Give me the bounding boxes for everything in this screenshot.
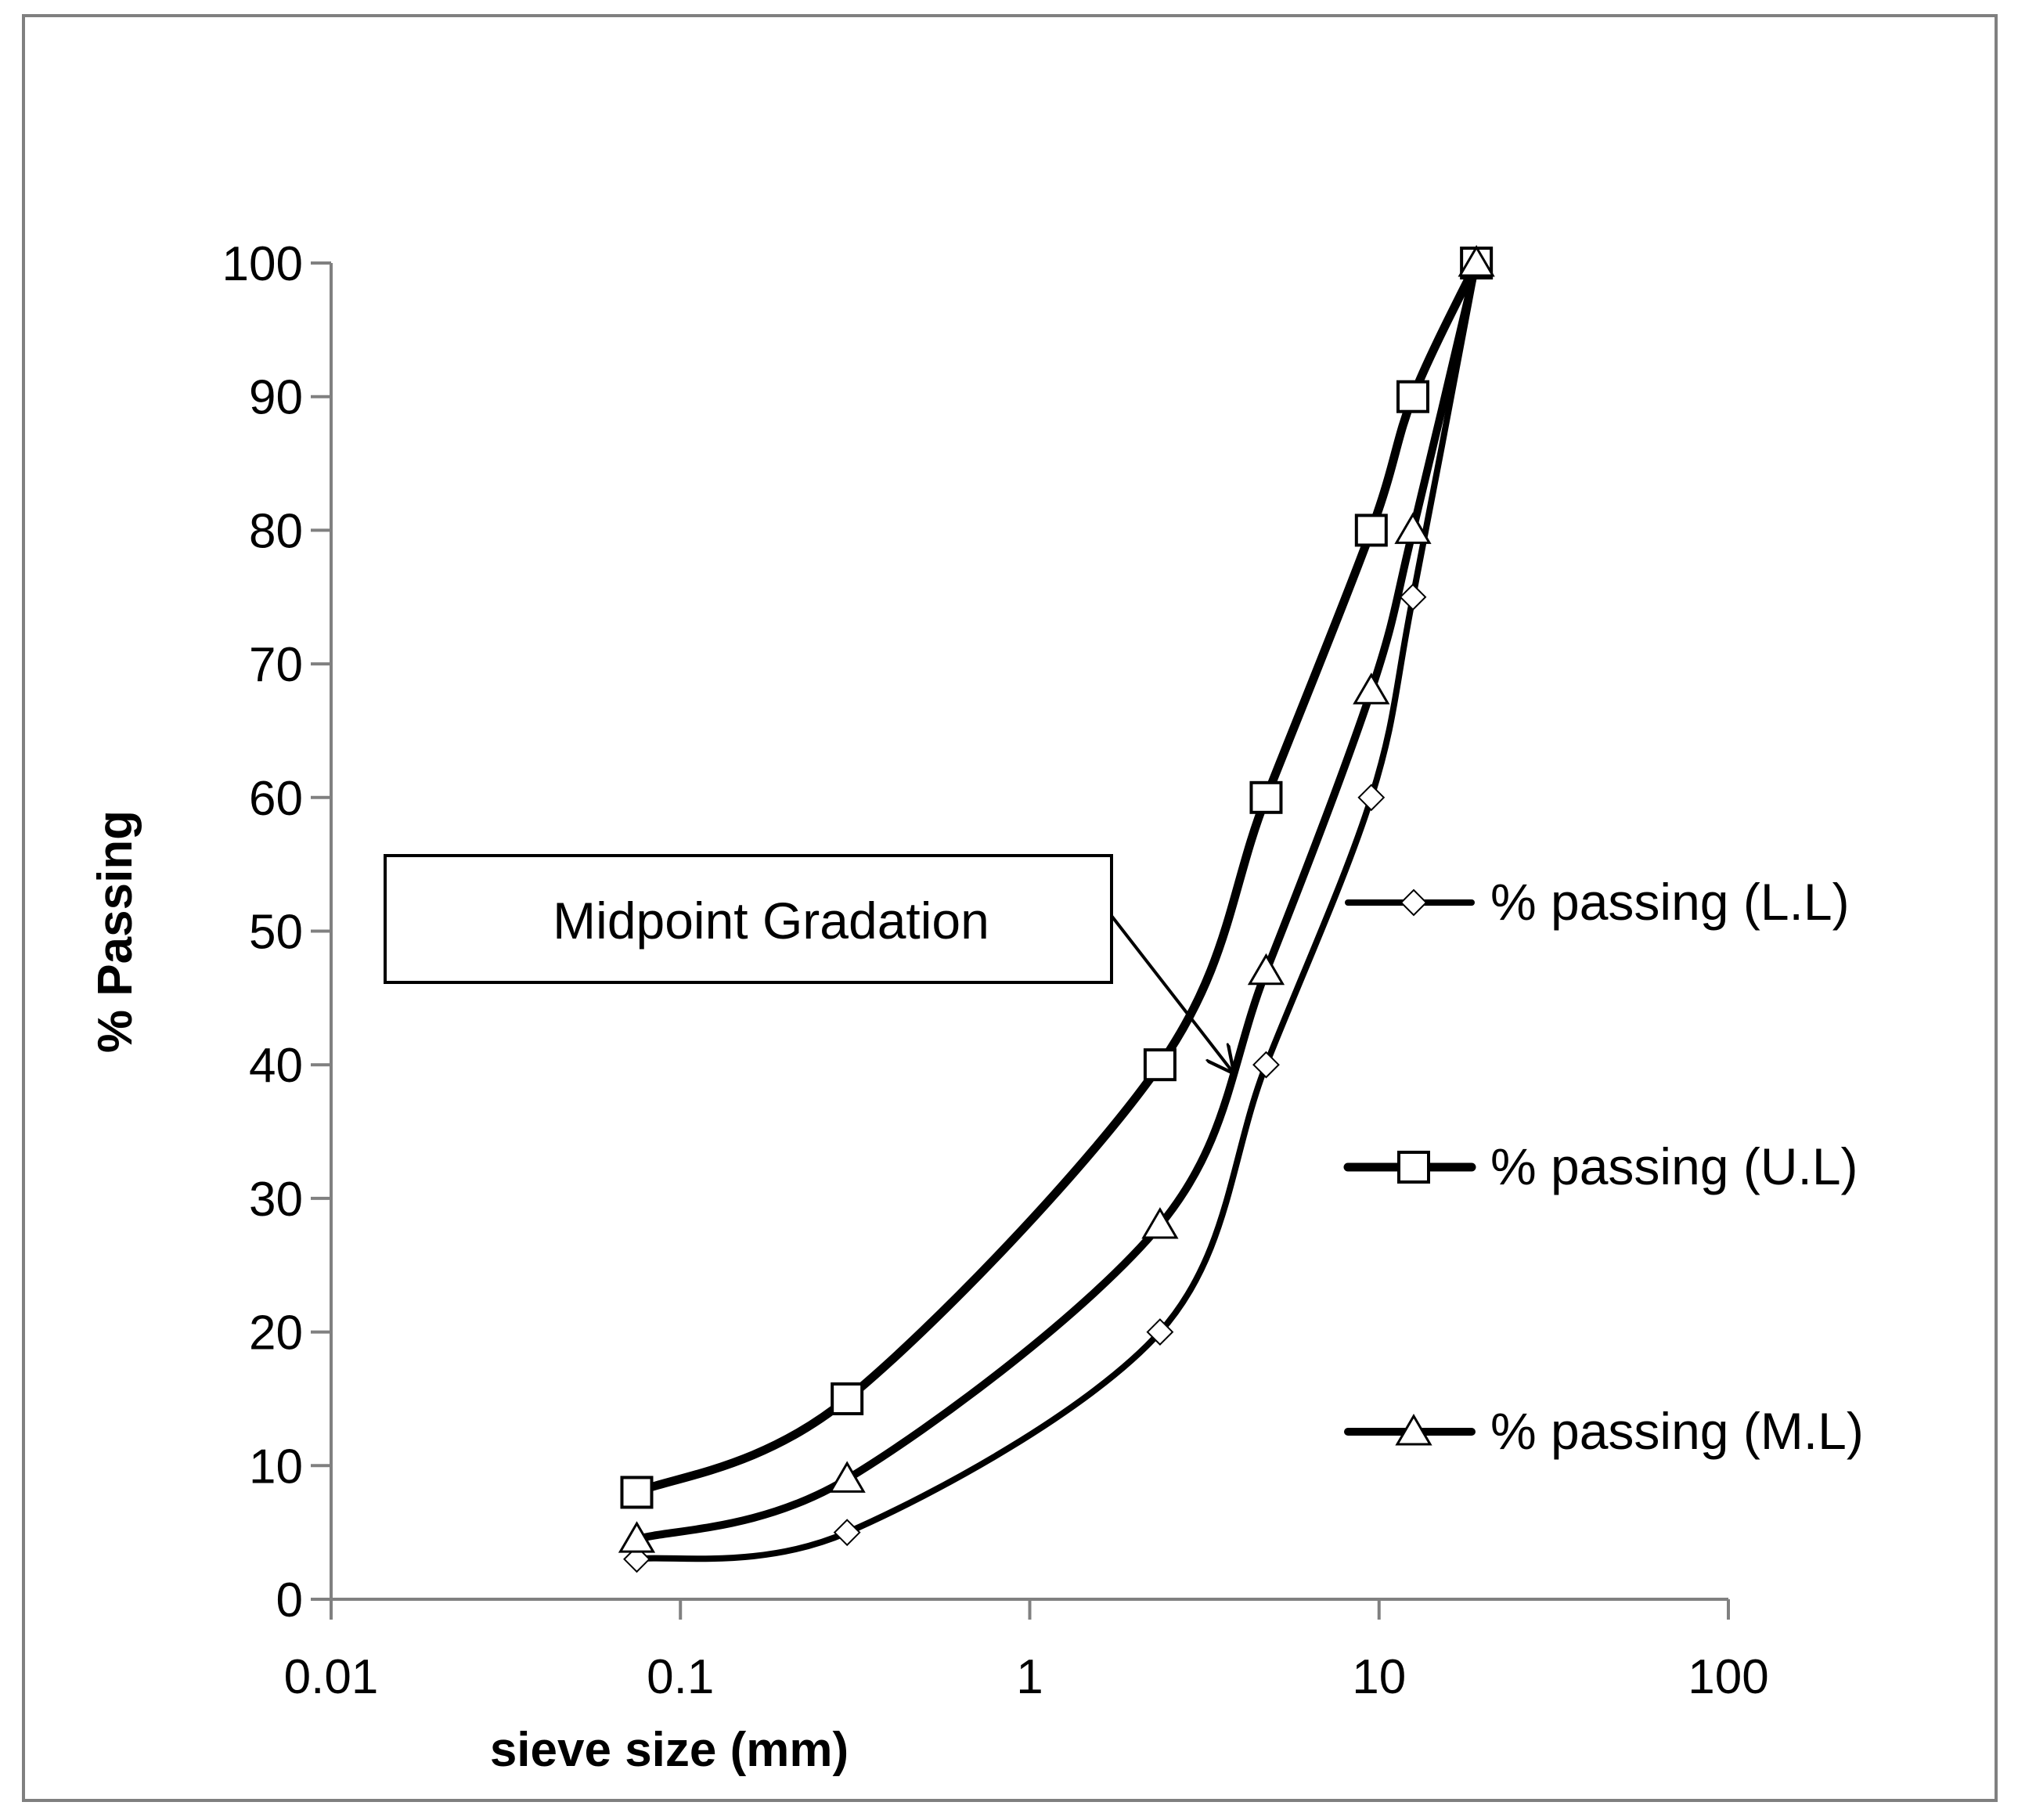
- diamond-marker: [1357, 784, 1386, 812]
- x-tick-label: 0.01: [284, 1650, 379, 1704]
- y-axis-title: % Passing: [88, 810, 142, 1053]
- x-tick-label: 1: [1016, 1650, 1043, 1704]
- callout-box: [384, 854, 1113, 984]
- diamond-marker: [1146, 1318, 1174, 1346]
- x-tick-label: 10: [1352, 1650, 1406, 1704]
- diamond-marker: [833, 1519, 861, 1547]
- y-ticks: 0 10 20 30 40 50 60 70 80 90 100: [222, 237, 331, 1627]
- legend-item-diamond: % passing (L.L): [1345, 873, 1850, 931]
- triangle-marker: [1141, 1207, 1179, 1239]
- diamond-marker: [623, 1545, 650, 1573]
- square-marker: [1143, 1048, 1177, 1082]
- midpoint-callout: Midpoint Gradation: [384, 854, 1232, 1072]
- diamond-marker: [1399, 583, 1427, 611]
- legend-label: % passing (U.L): [1490, 1137, 1858, 1195]
- y-tick-label: 80: [249, 504, 303, 558]
- triangle-marker: [1458, 245, 1495, 277]
- square-marker: [1354, 514, 1388, 547]
- legend-label: % passing (M.L): [1490, 1402, 1864, 1460]
- diamond-marker: [1252, 1051, 1280, 1079]
- y-tick-label: 100: [222, 237, 303, 291]
- square-marker: [620, 1476, 654, 1509]
- y-tick-label: 0: [276, 1573, 303, 1627]
- callout-arrow: [1110, 914, 1232, 1072]
- square-marker-legend: [1397, 1151, 1430, 1184]
- legend-label: % passing (L.L): [1490, 873, 1850, 931]
- legend-item-square: % passing (U.L): [1343, 1137, 1858, 1195]
- triangle-marker: [828, 1461, 866, 1493]
- y-tick-label: 20: [249, 1306, 303, 1360]
- square-marker: [831, 1382, 864, 1415]
- diamond-marker-legend: [1400, 888, 1428, 917]
- triangle-marker: [1394, 512, 1432, 544]
- y-tick-label: 90: [249, 371, 303, 425]
- series-layer: [618, 245, 1495, 1573]
- y-tick-label: 40: [249, 1039, 303, 1093]
- x-axis-title: sieve size (mm): [490, 1723, 849, 1777]
- legend: % passing (L.L) % passing (U.L) % passing …: [1343, 873, 1864, 1460]
- y-tick-label: 70: [249, 638, 303, 692]
- x-tick-label: 0.1: [647, 1650, 714, 1704]
- triangle-marker: [618, 1521, 656, 1553]
- triangle-marker-legend: [1395, 1414, 1432, 1446]
- series-triangle: [618, 245, 1495, 1553]
- legend-item-triangle: % passing (M.L): [1344, 1402, 1864, 1460]
- callout-text: Midpoint Gradation: [553, 892, 989, 950]
- axes: 0 10 20 30 40 50 60 70 80 90 100 0.01 0.1 1 10 100: [222, 237, 1769, 1704]
- series-square: [620, 247, 1494, 1509]
- y-tick-label: 50: [249, 906, 303, 960]
- y-tick-label: 10: [249, 1440, 303, 1494]
- y-tick-label: 30: [249, 1173, 303, 1227]
- x-ticks: 0.01 0.1 1 10 100: [284, 1599, 1769, 1704]
- square-marker: [1396, 380, 1429, 413]
- y-tick-label: 60: [249, 772, 303, 826]
- triangle-marker: [1353, 672, 1390, 705]
- square-marker: [1249, 780, 1283, 814]
- x-tick-label: 100: [1688, 1650, 1768, 1704]
- triangle-marker: [1247, 953, 1285, 986]
